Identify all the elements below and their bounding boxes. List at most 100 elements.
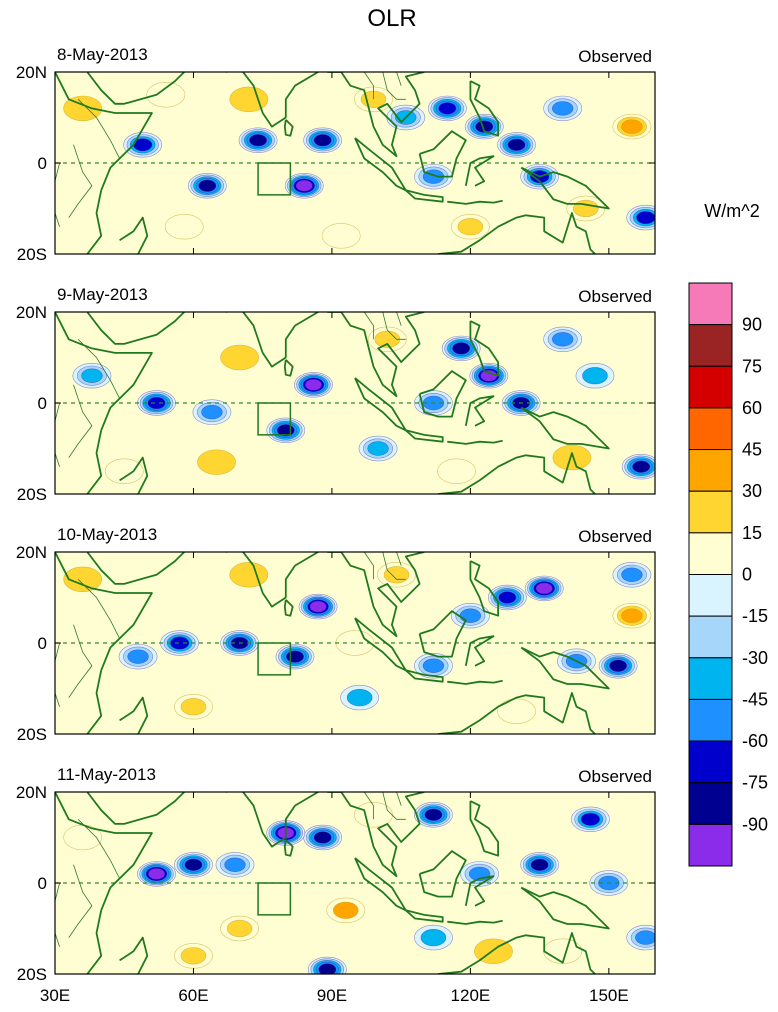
colorbar-swatch — [688, 823, 733, 867]
olr-anomaly — [174, 943, 213, 969]
colorbar-label: 60 — [742, 398, 762, 418]
index-box — [257, 162, 292, 196]
olr-anomaly — [543, 326, 583, 352]
y-tick-label: 20S — [17, 245, 47, 264]
olr-anomaly — [524, 575, 564, 602]
y-tick-label: 20N — [16, 63, 47, 82]
panel-date: 10-May-2013 — [57, 525, 157, 544]
olr-anomaly — [497, 698, 536, 724]
colorbar-label: 15 — [742, 523, 762, 543]
olr-anomaly — [123, 132, 163, 158]
y-tick-label: 20S — [17, 965, 47, 984]
olr-anomaly — [598, 653, 638, 679]
olr-anomaly — [192, 399, 232, 425]
olr-anomaly — [358, 435, 398, 462]
olr-anomaly — [543, 95, 583, 122]
olr-anomaly — [72, 363, 112, 389]
olr-panel: 20N 0 20S 11-May-2013 Observed — [16, 765, 656, 984]
olr-anomaly — [284, 173, 324, 199]
olr-anomaly — [63, 95, 103, 122]
olr-anomaly — [626, 924, 655, 951]
y-tick-label: 0 — [38, 634, 47, 653]
olr-anomaly — [464, 113, 504, 140]
colorbar-swatch — [688, 615, 733, 659]
colorbar-label: 0 — [742, 565, 752, 585]
olr-anomaly — [367, 326, 407, 352]
olr-anomaly — [450, 214, 490, 240]
olr-anomaly — [229, 86, 269, 113]
index-box — [257, 882, 292, 916]
olr-panel: 20N 0 20S 8-May-2013 Observed — [16, 45, 656, 264]
y-tick-label: 20S — [17, 485, 47, 504]
colorbar-swatch — [688, 698, 733, 742]
panel-observed-label: Observed — [578, 47, 652, 66]
panel-date: 9-May-2013 — [57, 285, 148, 304]
olr-anomaly — [118, 643, 158, 670]
y-tick-label: 0 — [38, 154, 47, 173]
colorbar-label: -60 — [742, 731, 768, 751]
colorbar-label: 30 — [742, 481, 762, 501]
olr-anomaly — [340, 684, 380, 711]
olr-anomaly — [427, 95, 467, 122]
y-tick-label: 20S — [17, 725, 47, 744]
panel-observed-label: Observed — [578, 527, 652, 546]
coastline — [55, 72, 610, 254]
olr-anomaly — [298, 593, 338, 620]
colorbar-label: -15 — [742, 606, 768, 626]
chart-title: OLR — [367, 5, 416, 32]
colorbar-swatch — [688, 740, 733, 784]
country-borders — [55, 552, 406, 707]
country-borders — [55, 792, 406, 947]
olr-anomaly — [187, 173, 227, 199]
colorbar-swatch — [688, 532, 733, 575]
olr-anomaly — [238, 127, 278, 153]
olr-panel: 20N 0 20S 10-May-2013 Observed — [16, 525, 656, 744]
colorbar: 90 75 60 45 30 15 0 -15 -30 -45 -60 -75 -90 — [688, 282, 768, 867]
colorbar-label: 90 — [742, 315, 762, 335]
olr-anomaly — [437, 458, 476, 484]
olr-anomaly — [215, 852, 255, 878]
olr-anomaly — [294, 372, 333, 398]
x-tick-label: 120E — [451, 986, 491, 1005]
olr-anomaly — [414, 653, 453, 679]
olr-anomaly — [450, 602, 490, 629]
coastline — [55, 312, 610, 494]
colorbar-units: W/m^2 — [704, 201, 759, 221]
olr-anomaly — [626, 204, 655, 231]
x-tick-label: 150E — [589, 986, 629, 1005]
colorbar-swatch — [688, 657, 733, 700]
olr-anomaly — [220, 344, 260, 371]
colorbar-swatch — [688, 365, 733, 409]
olr-anomaly — [612, 602, 652, 629]
olr-anomaly — [174, 852, 213, 878]
colorbar-swatch — [688, 490, 733, 534]
panel-date: 8-May-2013 — [57, 45, 148, 64]
olr-anomaly — [566, 195, 606, 222]
olr-anomaly — [321, 223, 361, 249]
y-tick-label: 20N — [16, 303, 47, 322]
panel-observed-label: Observed — [578, 287, 652, 306]
index-box — [257, 402, 292, 436]
olr-anomaly — [520, 852, 560, 878]
olr-anomaly — [229, 562, 269, 588]
olr-anomaly — [441, 335, 481, 362]
y-tick-label: 20N — [16, 783, 47, 802]
olr-anomaly — [146, 82, 186, 108]
country-borders — [55, 72, 406, 227]
olr-anomaly — [275, 643, 315, 670]
colorbar-label: 75 — [742, 356, 762, 376]
y-tick-label: 0 — [38, 874, 47, 893]
panel-observed-label: Observed — [578, 767, 652, 786]
olr-anomaly — [414, 924, 453, 951]
olr-anomaly — [612, 562, 652, 588]
colorbar-swatch — [688, 282, 733, 326]
olr-anomaly — [612, 113, 652, 140]
olr-panel: 20N 0 20S 9-May-2013 Observed — [16, 285, 656, 504]
colorbar-label: -75 — [742, 773, 768, 793]
olr-anomaly — [469, 363, 509, 389]
olr-anomaly — [303, 127, 343, 153]
olr-anomaly — [104, 458, 144, 484]
x-tick-label: 90E — [317, 986, 347, 1005]
olr-anomaly — [137, 390, 176, 416]
